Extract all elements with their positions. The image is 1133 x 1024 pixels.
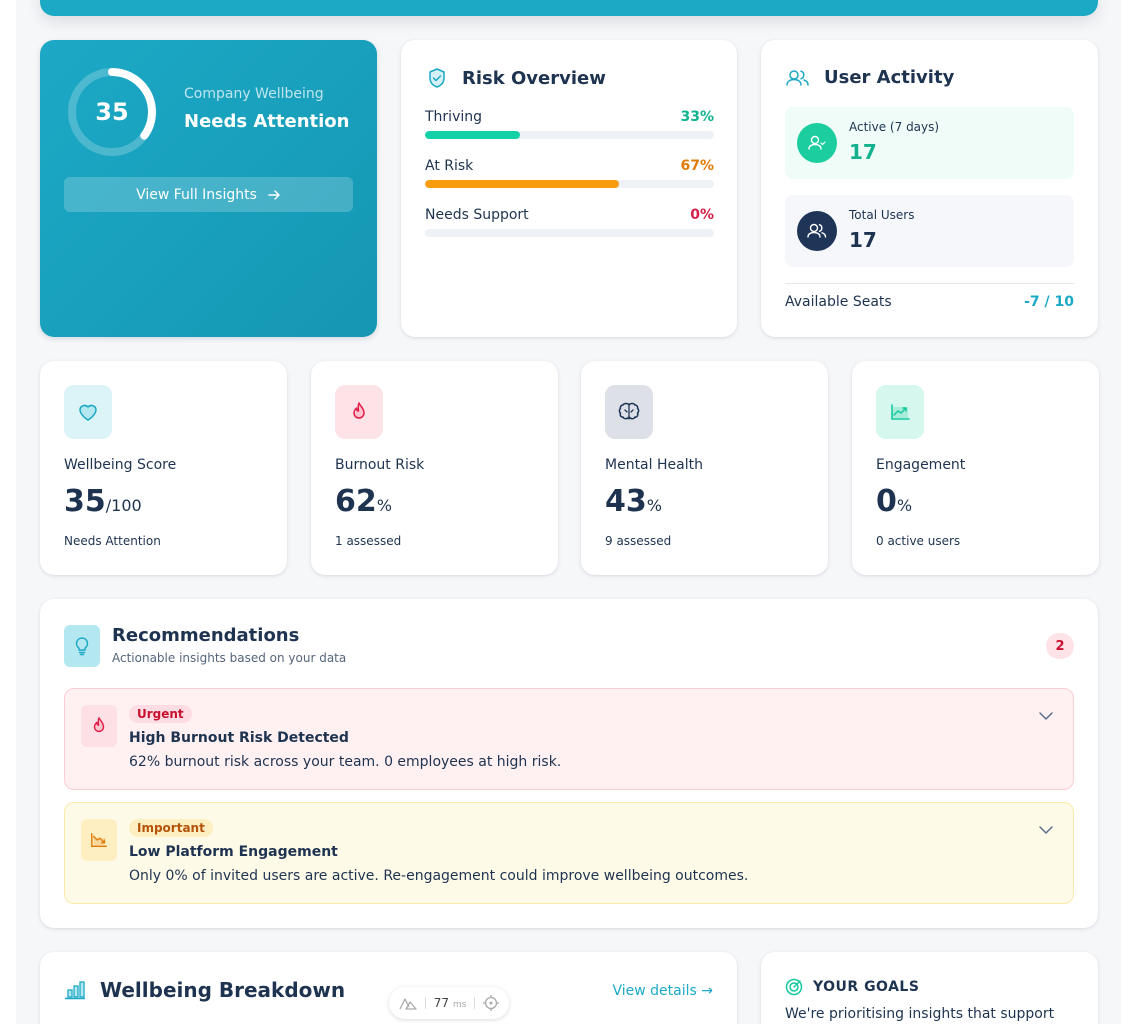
user-activity-card: User Activity Active (7 days) 17 Total U… xyxy=(761,40,1098,337)
kpi-subtext: 0 active users xyxy=(876,534,961,548)
hero-status: Needs Attention xyxy=(184,111,350,132)
heart-icon xyxy=(64,385,112,439)
risk-row-needs-support: Needs Support 0% xyxy=(425,207,714,237)
your-goals-card: YOUR GOALS We're prioritising insights t… xyxy=(761,952,1098,1024)
available-seats-label: Available Seats xyxy=(785,294,892,310)
risk-value: 0% xyxy=(690,207,714,223)
recommendation-title: High Burnout Risk Detected xyxy=(129,730,349,746)
mountain-icon[interactable] xyxy=(399,996,417,1010)
risk-overview-title: Risk Overview xyxy=(462,67,606,89)
chevron-down-icon[interactable] xyxy=(1037,707,1055,725)
users-icon xyxy=(797,211,837,251)
divider xyxy=(474,997,476,1009)
kpi-subtext: 1 assessed xyxy=(335,534,402,548)
arrow-right-icon xyxy=(268,189,280,200)
flame-icon xyxy=(81,705,117,747)
kpi-subtext: 9 assessed xyxy=(605,534,672,548)
risk-progress-bar xyxy=(425,131,714,139)
recommendation-description: 62% burnout risk across your team. 0 emp… xyxy=(129,754,562,770)
crosshair-icon[interactable] xyxy=(483,995,500,1011)
response-time: 77 ms xyxy=(433,996,467,1010)
your-goals-header: YOUR GOALS xyxy=(785,978,919,996)
kpi-value: 43% xyxy=(605,484,662,519)
kpi-card-engagement: Engagement 0% 0 active users xyxy=(852,361,1099,575)
recommendations-subtitle: Actionable insights based on your data xyxy=(112,651,347,665)
company-wellbeing-card: 35 Company Wellbeing Needs Attention Vie… xyxy=(40,40,377,337)
divider xyxy=(785,283,1074,284)
risk-progress-bar xyxy=(425,229,714,237)
risk-progress-bar xyxy=(425,180,714,188)
your-goals-title: YOUR GOALS xyxy=(813,979,920,995)
recommendations-card: Recommendations Actionable insights base… xyxy=(40,599,1098,928)
recommendation-item-important[interactable]: Important Low Platform Engagement Only 0… xyxy=(64,802,1074,904)
user-activity-header: User Activity xyxy=(786,67,954,88)
risk-row-thriving: Thriving 33% xyxy=(425,109,714,139)
recommendation-description: Only 0% of invited users are active. Re-… xyxy=(129,868,749,884)
your-goals-description: We're prioritising insights that support xyxy=(785,1006,1055,1022)
wellbeing-breakdown-title: Wellbeing Breakdown xyxy=(100,978,346,1002)
recommendation-item-urgent[interactable]: Urgent High Burnout Risk Detected 62% bu… xyxy=(64,688,1074,790)
risk-value: 33% xyxy=(680,109,714,125)
recommendations-count-badge: 2 xyxy=(1046,633,1074,659)
kpi-title: Burnout Risk xyxy=(335,457,425,473)
available-seats-row: Available Seats -7 / 10 xyxy=(785,294,1074,310)
risk-row-at-risk: At Risk 67% xyxy=(425,158,714,188)
priority-tag: Urgent xyxy=(129,705,192,723)
view-full-insights-button[interactable]: View Full Insights xyxy=(64,177,353,212)
kpi-card-wellbeing-score: Wellbeing Score 35/100 Needs Attention xyxy=(40,361,287,575)
kpi-card-burnout-risk: Burnout Risk 62% 1 assessed xyxy=(311,361,558,575)
kpi-title: Mental Health xyxy=(605,457,703,473)
users-icon xyxy=(786,69,809,86)
view-details-link[interactable]: View details → xyxy=(612,983,714,999)
wellbeing-score-ring xyxy=(68,68,156,156)
active-users-value: 17 xyxy=(849,140,877,164)
trending-up-icon xyxy=(876,385,924,439)
active-users-label: Active (7 days) xyxy=(849,120,940,134)
risk-overview-header: Risk Overview xyxy=(426,67,606,89)
risk-overview-card: Risk Overview Thriving 33% At Risk 67% Nee… xyxy=(401,40,737,337)
trending-down-icon xyxy=(81,819,117,861)
risk-label: At Risk xyxy=(425,158,474,174)
brain-icon xyxy=(605,385,653,439)
shield-check-icon xyxy=(429,68,445,88)
kpi-value: 0% xyxy=(876,484,913,519)
performance-indicator: 77 ms xyxy=(389,987,509,1019)
kpi-title: Wellbeing Score xyxy=(64,457,177,473)
wellbeing-score-value: 35 xyxy=(95,98,129,126)
divider xyxy=(424,997,426,1009)
recommendations-title: Recommendations xyxy=(112,625,300,646)
risk-value: 67% xyxy=(680,158,714,174)
kpi-subtext: Needs Attention xyxy=(64,534,161,548)
total-users-value: 17 xyxy=(849,228,877,252)
available-seats-value: -7 / 10 xyxy=(1024,294,1074,310)
active-users-stat: Active (7 days) 17 xyxy=(785,107,1074,179)
priority-tag: Important xyxy=(129,819,213,837)
lightbulb-icon xyxy=(64,625,100,667)
target-icon xyxy=(785,978,803,996)
wellbeing-breakdown-header: Wellbeing Breakdown xyxy=(64,978,345,1002)
kpi-title: Engagement xyxy=(876,457,966,473)
wellbeing-breakdown-card: Wellbeing Breakdown View details → xyxy=(40,952,737,1024)
bar-chart-icon xyxy=(65,981,85,1000)
risk-label: Needs Support xyxy=(425,207,529,223)
risk-label: Thriving xyxy=(425,109,483,125)
kpi-value: 35/100 xyxy=(64,484,142,519)
recommendation-title: Low Platform Engagement xyxy=(129,844,338,860)
chevron-down-icon[interactable] xyxy=(1037,821,1055,839)
view-full-insights-label: View Full Insights xyxy=(136,186,257,203)
flame-icon xyxy=(335,385,383,439)
kpi-value: 62% xyxy=(335,484,392,519)
top-banner xyxy=(40,0,1098,16)
kpi-card-mental-health: Mental Health 43% 9 assessed xyxy=(581,361,828,575)
hero-subtitle: Company Wellbeing xyxy=(184,86,324,102)
user-activity-title: User Activity xyxy=(824,67,955,88)
total-users-stat: Total Users 17 xyxy=(785,195,1074,267)
user-check-icon xyxy=(797,123,837,163)
total-users-label: Total Users xyxy=(849,208,915,222)
